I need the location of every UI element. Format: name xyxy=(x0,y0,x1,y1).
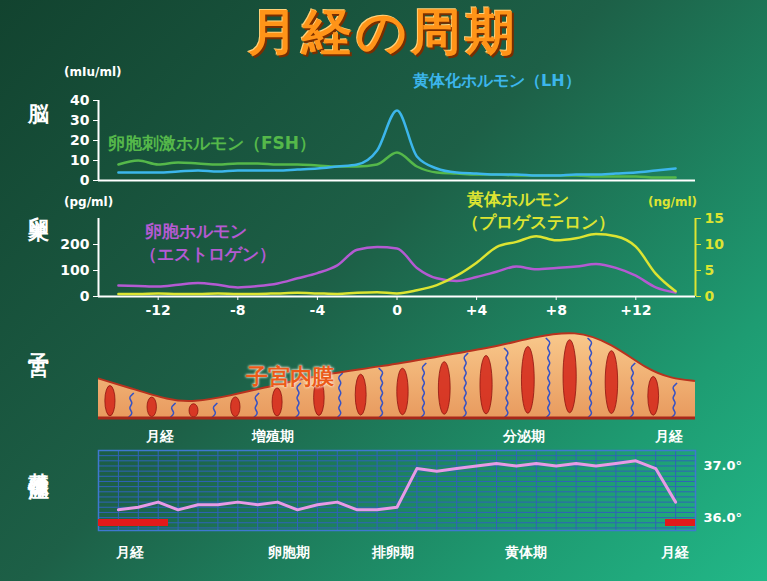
html-text:卵胞刺激ホルモン（FSH）: 卵胞刺激ホルモン（FSH） xyxy=(108,133,317,153)
svg-text:0: 0 xyxy=(80,288,90,304)
html-text:卵胞期: 卵胞期 xyxy=(268,544,310,560)
html-text:分泌期: 分泌期 xyxy=(502,428,545,444)
html-text:（プロゲステロン）: （プロゲステロン） xyxy=(462,212,615,232)
html-text:排卵期: 排卵期 xyxy=(371,544,414,560)
svg-text:0: 0 xyxy=(80,172,90,188)
svg-text:40: 40 xyxy=(70,92,90,108)
svg-text:20: 20 xyxy=(70,132,90,148)
svg-text:5: 5 xyxy=(705,262,715,278)
svg-text:100: 100 xyxy=(60,262,89,278)
svg-text:37.0°: 37.0° xyxy=(704,458,743,473)
svg-text:+4: +4 xyxy=(466,302,488,318)
svg-text:+8: +8 xyxy=(545,302,566,318)
html-text:（エストロゲン）: （エストロゲン） xyxy=(140,244,276,264)
html-text:子宮: 子宮 xyxy=(27,336,52,340)
html-text:基礎体温: 基礎体温 xyxy=(27,456,52,464)
svg-text:-8: -8 xyxy=(230,302,246,318)
svg-text:200: 200 xyxy=(60,236,89,252)
html-text:黄体期: 黄体期 xyxy=(504,544,547,560)
svg-text:-4: -4 xyxy=(310,302,326,318)
html-text:黄体化ホルモン（LH）: 黄体化ホルモン（LH） xyxy=(413,71,581,90)
html-text:月経の周期: 月経の周期 xyxy=(248,3,519,61)
html-text:月経: 月経 xyxy=(145,428,174,444)
html-text:増殖期: 増殖期 xyxy=(252,428,295,444)
html-text:(pg/ml): (pg/ml) xyxy=(64,195,114,209)
svg-text:36.0°: 36.0° xyxy=(704,510,743,525)
svg-text:10: 10 xyxy=(70,152,90,168)
html-text:子宮内膜: 子宮内膜 xyxy=(246,364,334,389)
svg-text:0: 0 xyxy=(705,288,715,304)
html-text:(ng/ml): (ng/ml) xyxy=(648,195,698,209)
html-text:月経: 月経 xyxy=(661,544,690,560)
html-text:脳: 脳 xyxy=(27,86,52,88)
html-text:月経: 月経 xyxy=(655,428,684,444)
svg-text:-12: -12 xyxy=(146,302,171,318)
svg-text:10: 10 xyxy=(705,236,725,252)
svg-text:+12: +12 xyxy=(620,302,651,318)
html-text:卵胞ホルモン: 卵胞ホルモン xyxy=(145,221,247,241)
svg-text:0: 0 xyxy=(392,302,402,318)
html-text:卵巣: 卵巣 xyxy=(27,200,52,204)
svg-text:15: 15 xyxy=(705,210,724,226)
html-text:黄体ホルモン: 黄体ホルモン xyxy=(467,189,569,209)
html-text:月経: 月経 xyxy=(115,544,144,560)
svg-text:30: 30 xyxy=(70,112,90,128)
html-text:(mIu/ml): (mIu/ml) xyxy=(64,65,122,79)
